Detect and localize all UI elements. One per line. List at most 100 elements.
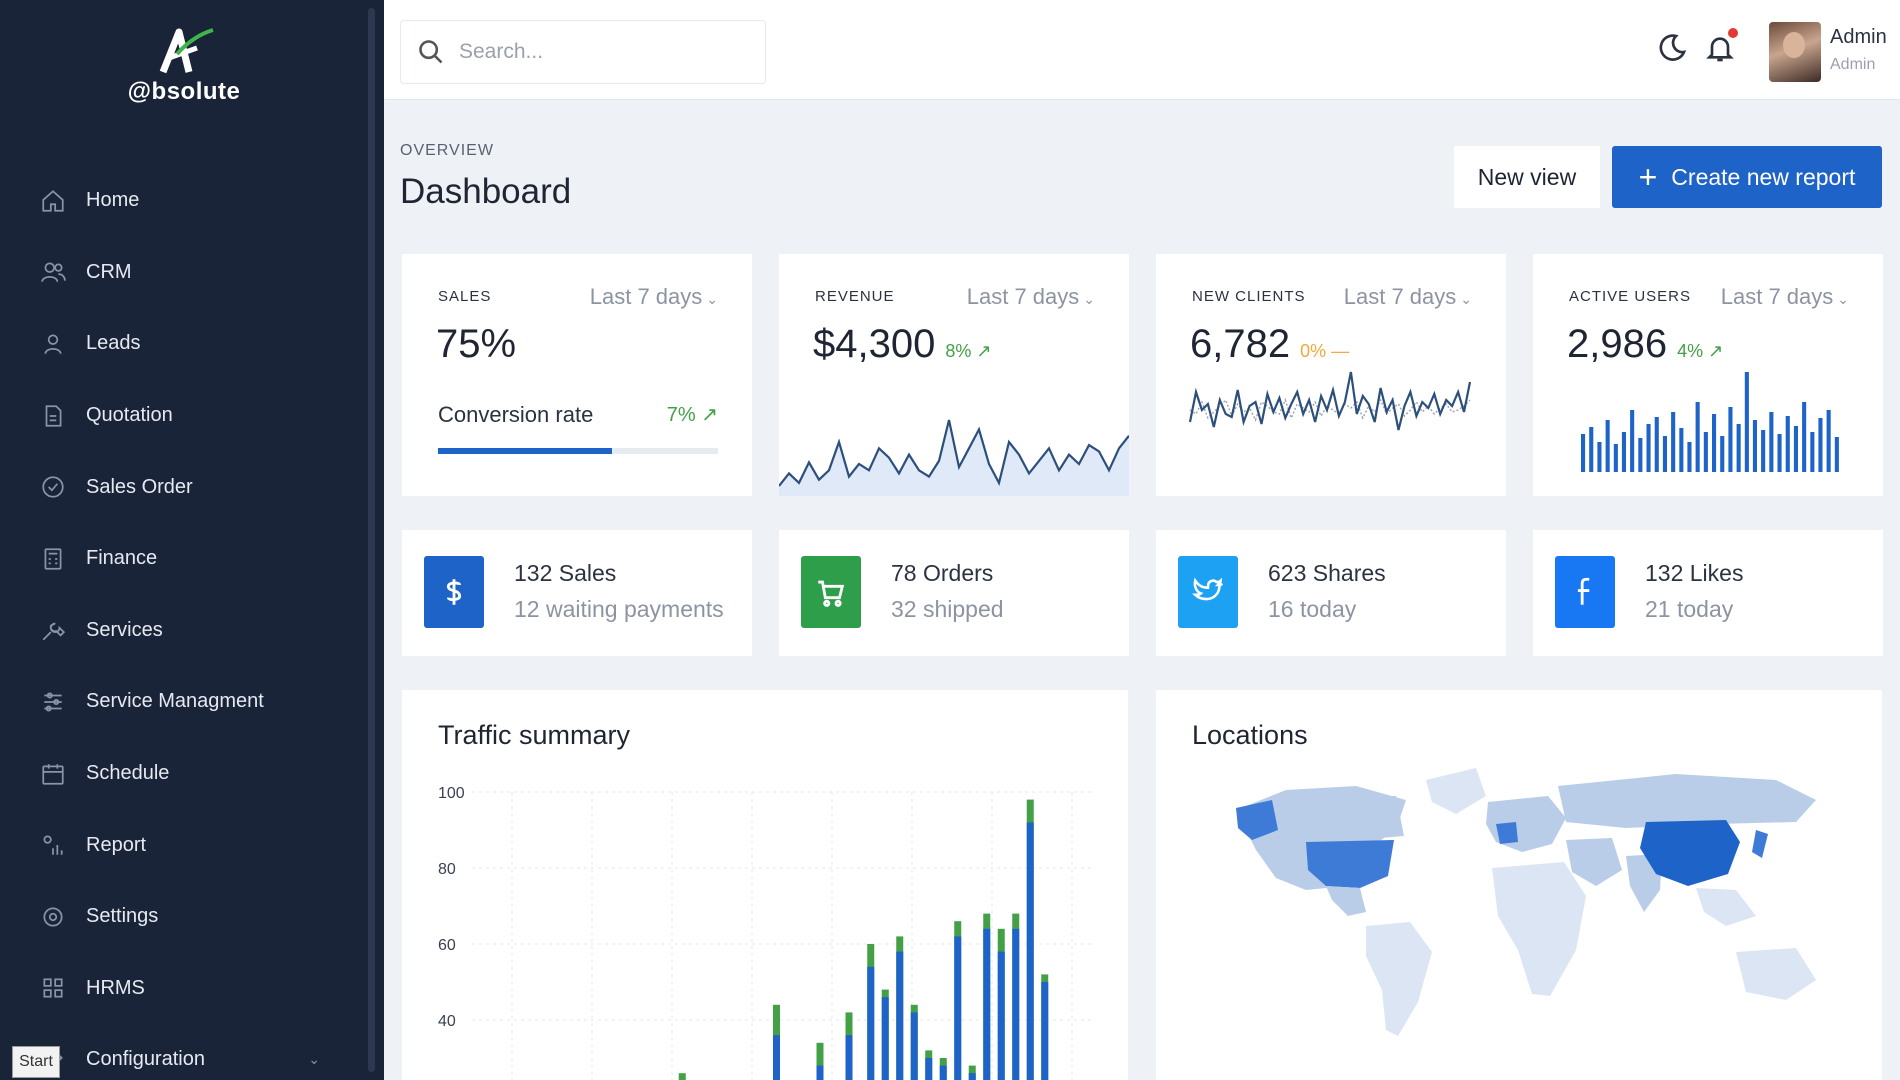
kpi-delta: 0% — [1300,341,1349,361]
users-bar [1752,420,1757,472]
sidebar-item-label: Sales Order [86,475,193,498]
sidebar-item-settings[interactable]: Settings [0,881,360,953]
users-bar [1785,416,1790,472]
search-input[interactable] [459,40,739,64]
map-region-china [1640,820,1740,886]
plus-icon: + [1638,159,1658,195]
clients-sparkline [1188,371,1472,431]
notifications-button[interactable] [1704,28,1738,66]
sidebar-item-label: Leads [86,332,141,355]
trend-up-icon: ↗ [701,404,718,426]
sidebar-item-finance[interactable]: Finance [0,523,360,595]
revenue-area [779,420,1129,496]
sidebar-item-crm[interactable]: CRM [0,237,360,309]
period-label: Last 7 days [1343,284,1457,309]
sidebar-item-label: Finance [86,547,158,570]
sidebar-item-service-managment[interactable]: Service Managment [0,666,360,738]
map-region-australia [1736,948,1816,1000]
traffic-summary-panel: Traffic summary 100 80 60 40 [402,690,1128,1080]
create-report-button[interactable]: + Create new report [1612,146,1882,208]
sidebar-item-label: Services [86,618,163,641]
users-bar-sparkline [1581,372,1839,472]
stat-main: 132 Sales [514,560,617,586]
stat-card-orders: 78 Orders 32 shipped [779,530,1129,656]
chevron-down-icon: ⌄ [1083,291,1095,307]
search-box[interactable] [400,20,766,84]
new-view-button[interactable]: New view [1454,146,1600,208]
sidebar-scrollbar[interactable] [368,8,375,1072]
sidebar-item-label: HRMS [86,976,145,999]
users-bar [1802,402,1807,472]
y-tick-label: 40 [438,1013,456,1030]
period-select[interactable]: Last 7 days ⌄ [590,284,718,310]
users-bar [1777,434,1782,472]
moon-icon [1659,34,1687,61]
traffic-chart: 100 80 60 40 [438,785,1092,1080]
sidebar-item-quotation[interactable]: Quotation [0,380,360,452]
revenue-sparkline [779,419,1129,496]
sidebar-item-label: CRM [86,260,132,283]
map-region-mexico [1326,886,1366,916]
grid-icon [38,973,68,1003]
period-select[interactable]: Last 7 days ⌄ [1344,284,1472,310]
kpi-label: REVENUE [815,288,895,305]
traffic-bar-blue [997,951,1005,1080]
period-select[interactable]: Last 7 days ⌄ [1721,284,1849,310]
kpi-value: 2,986 4% ↗ [1567,322,1723,367]
page-overline: OVERVIEW [400,142,494,159]
user-role: Admin [1830,56,1876,73]
world-map [1236,768,1816,1036]
user-name[interactable]: Admin [1830,26,1887,48]
kpi-delta: 8% ↗ [945,341,991,361]
chevron-down-icon[interactable]: ⌄ [308,1051,320,1068]
users-bar [1695,402,1700,472]
logo-icon [159,28,214,74]
users-bar [1589,427,1594,472]
traffic-bar-blue [954,936,962,1080]
conversion-delta-value: 7% [666,404,696,426]
avatar[interactable] [1769,22,1821,82]
stat-card-sales: 132 Sales 12 waiting payments [402,530,752,656]
locations-panel: Locations [1156,690,1882,1080]
users-bar [1621,432,1626,472]
topbar: Admin Admin [384,0,1900,100]
home-icon [38,186,68,216]
progress-fill [438,448,612,454]
chart-icon [38,830,68,860]
users-bar [1638,438,1643,472]
sidebar-item-report[interactable]: Report [0,809,360,881]
kpi-value: 6,782 0% — [1190,322,1349,367]
period-label: Last 7 days [1720,284,1834,309]
kpi-value: $4,300 8% ↗ [813,322,991,367]
sidebar-item-label: Home [86,189,140,212]
conversion-delta: 7% ↗ [667,402,718,427]
logo[interactable]: @bsolute [124,24,244,114]
gear-icon [38,902,68,932]
traffic-bar-green [678,1073,686,1080]
users-bar [1662,436,1667,472]
sidebar-item-hrms[interactable]: HRMS [0,953,360,1025]
sidebar-item-label: Settings [86,905,159,928]
sidebar-item-schedule[interactable]: Schedule [0,738,360,810]
map-region-western-europe [1496,822,1518,844]
map-region-alaska [1236,800,1278,840]
check-circle-icon [38,472,68,502]
users-bar [1818,418,1823,472]
panel-title: Traffic summary [438,720,631,750]
dark-mode-toggle[interactable] [1656,32,1690,66]
start-button[interactable]: Start [12,1046,60,1078]
sidebar-item-home[interactable]: Home [0,165,360,237]
sidebar-item-sales-order[interactable]: Sales Order [0,451,360,523]
period-select[interactable]: Last 7 days ⌄ [967,284,1095,310]
users-bar [1720,436,1725,472]
sidebar-item-label: Service Managment [86,690,264,713]
users-bar [1613,444,1618,472]
page-title: Dashboard [400,172,572,211]
users-bar [1597,442,1602,472]
traffic-bar-blue [896,951,904,1080]
create-report-label: Create new report [1671,163,1856,190]
sidebar-item-leads[interactable]: Leads [0,308,360,380]
kpi-delta-value: 4% [1677,341,1704,361]
sidebar-item-services[interactable]: Services [0,595,360,667]
chevron-down-icon: ⌄ [1460,291,1472,307]
